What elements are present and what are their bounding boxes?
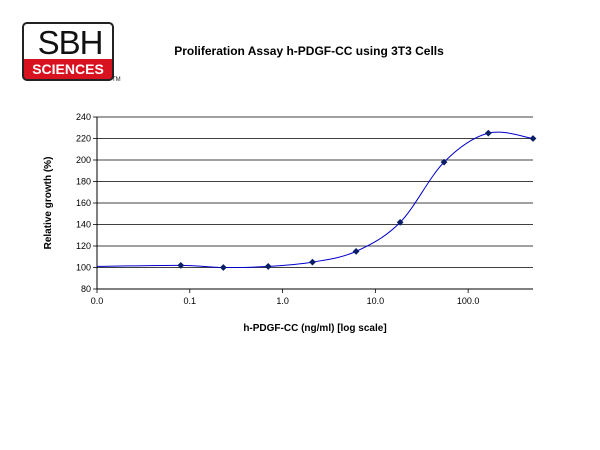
- x-tick-label: 10.0: [367, 296, 385, 306]
- logo-trademark: TM: [112, 77, 121, 83]
- y-axis-label: Relative growth (%): [43, 157, 54, 250]
- y-tick-label: 140: [76, 220, 91, 230]
- gridlines: [97, 116, 533, 268]
- data-point: [264, 263, 272, 270]
- series-line: [96, 131, 534, 269]
- data-point: [219, 264, 227, 271]
- axes: [93, 116, 533, 293]
- x-axis-label: h-PDGF-CC (ng/ml) [log scale]: [243, 323, 386, 334]
- logo-top-box: SBH: [22, 22, 114, 61]
- data-point: [529, 135, 537, 142]
- y-tick-label: 220: [76, 134, 91, 144]
- chart-title: Proliferation Assay h-PDGF-CC using 3T3 …: [174, 44, 444, 58]
- logo-bottom-text: SCIENCES: [32, 61, 104, 77]
- data-point: [396, 218, 404, 226]
- y-tick-label: 100: [76, 263, 91, 273]
- data-point: [177, 261, 185, 269]
- y-tick-label: 180: [76, 177, 91, 187]
- data-point: [352, 247, 360, 255]
- y-tick-label: 200: [76, 155, 91, 165]
- x-tick-label: 100.0: [457, 296, 480, 306]
- data-point: [309, 258, 316, 266]
- y-tick-label: 80: [81, 284, 91, 294]
- y-tick-label: 120: [76, 241, 91, 251]
- logo-bottom-box: SCIENCES: [22, 59, 114, 81]
- x-tick-label: 1.0: [276, 296, 289, 306]
- x-tick-label: 0.0: [91, 296, 104, 306]
- y-tick-label: 160: [76, 198, 91, 208]
- data-point: [440, 158, 448, 166]
- data-point: [484, 129, 492, 137]
- logo-top-text: SBH: [37, 24, 104, 61]
- tick-labels: 80 100 120 140 160 180 200 220 240 0.0 0.1 1.0 10.0 1…: [76, 112, 479, 306]
- y-tick-label: 240: [76, 112, 91, 122]
- sbh-sciences-logo: SBH SCIENCES TM: [22, 22, 121, 84]
- x-tick-label: 0.1: [184, 296, 197, 306]
- series: [96, 129, 537, 271]
